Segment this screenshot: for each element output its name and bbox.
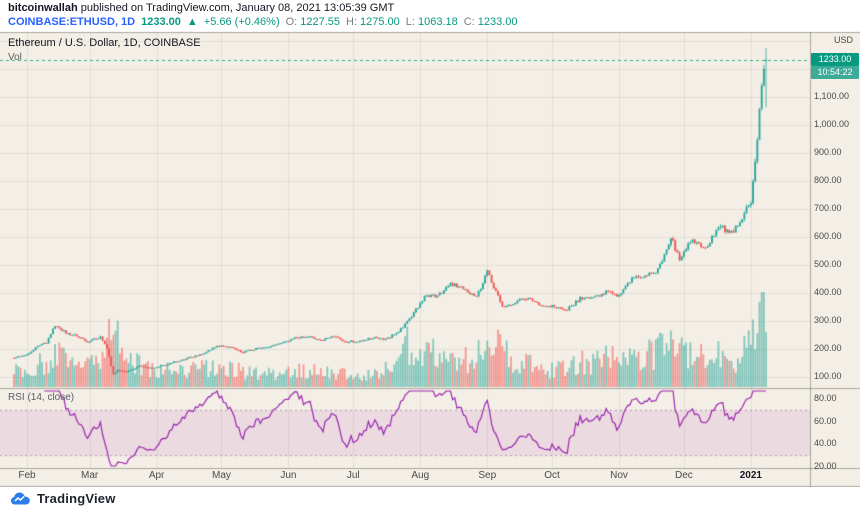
close-value: 1233.00 <box>477 16 518 28</box>
footer-bar: TradingView <box>0 487 860 509</box>
open-value: 1227.55 <box>300 16 341 28</box>
price-change: +5.66 (+0.46%) <box>203 16 280 28</box>
open-label: O: <box>285 16 298 28</box>
publish-info-line: bitcoinwallah published on TradingView.c… <box>8 2 394 14</box>
last-price: 1233.00 <box>141 16 181 28</box>
symbol-name[interactable]: COINBASE:ETHUSD, 1D <box>8 16 136 28</box>
tradingview-brand-text[interactable]: TradingView <box>37 490 116 506</box>
close-label: C: <box>463 16 475 28</box>
volume-indicator-label[interactable]: Vol <box>8 52 22 63</box>
symbol-info-line: COINBASE:ETHUSD, 1D 1233.00 ▲ +5.66 (+0.… <box>8 16 518 28</box>
bar-countdown-badge: 10:54:22 <box>811 66 859 79</box>
high-value: 1275.00 <box>360 16 400 28</box>
tradingview-logo-icon[interactable] <box>10 491 31 506</box>
rsi-indicator-label[interactable]: RSI (14, close) <box>8 392 75 403</box>
low-label: L: <box>405 16 415 28</box>
last-price-axis-badge: 1233.00 <box>811 53 859 66</box>
high-label: H: <box>346 16 358 28</box>
change-arrow-icon: ▲ <box>186 16 198 28</box>
low-value: 1063.18 <box>417 16 458 28</box>
chart-legend-title[interactable]: Ethereum / U.S. Dollar, 1D, COINBASE <box>8 37 201 49</box>
author-name: bitcoinwallah <box>8 2 78 14</box>
publish-info-text: published on TradingView.com, January 08… <box>77 2 395 14</box>
